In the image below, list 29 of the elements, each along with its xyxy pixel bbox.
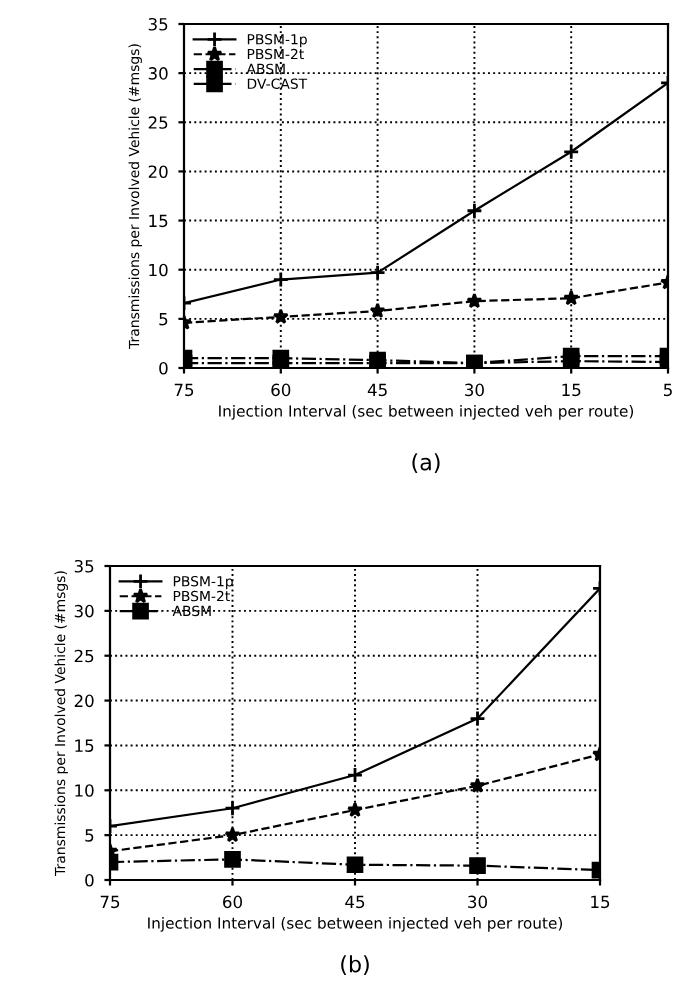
y-tick-label: 20 [74,694,94,708]
x-tick-label: 15 [562,383,581,397]
y-tick-label: 5 [85,829,94,842]
x-tick-label: 60 [271,383,291,397]
x-tick-label: 5 [663,383,672,397]
y-tick-label: 15 [149,214,168,228]
y-tick-label: 15 [75,739,94,752]
y-tick-label: 25 [74,649,94,663]
y-tick-label: 35 [74,559,94,573]
x-tick-label: 75 [100,895,120,909]
y-tick-label: 35 [148,17,168,31]
y-tick-label: 20 [148,165,168,178]
text: (a) [412,453,440,474]
y-tick-label: 10 [75,784,94,797]
x-tick-label: 45 [367,383,387,397]
x-tick-label: 60 [223,895,242,909]
x-tick-label: 75 [174,383,194,397]
text: (b) [341,955,369,976]
y-tick-label: 25 [148,116,168,129]
x-tick-label: 15 [591,895,610,909]
y-tick-label: 0 [85,873,94,887]
y-tick-label: 0 [159,361,168,375]
x-tick-label: 30 [468,895,487,909]
x-tick-label: 45 [345,895,365,909]
y-tick-label: 5 [159,313,168,326]
x-tick-label: 30 [465,383,484,397]
y-tick-label: 10 [149,263,168,277]
y-tick-label: 30 [74,604,94,618]
y-tick-label: 30 [148,67,168,80]
